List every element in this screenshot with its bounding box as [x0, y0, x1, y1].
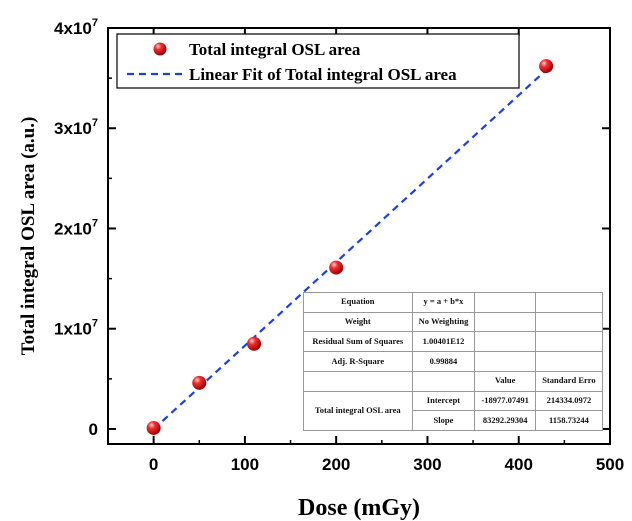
fit-results-table: Equation y = a + b*x Weight No Weighting…	[303, 292, 604, 432]
slope-err: 1158.73244	[534, 410, 604, 431]
legend-marker-scatter	[153, 42, 167, 56]
table-row: Slope 83292.29304 1158.73244	[304, 410, 604, 431]
rss-value: 1.00401E12	[411, 331, 476, 353]
empty-cell	[534, 351, 604, 372]
y-tick-label: 0	[89, 420, 98, 439]
empty-cell	[474, 331, 536, 353]
y-tick-label: 4x107	[54, 17, 98, 38]
intercept-value: -18977.07491	[474, 390, 536, 412]
slope-value: 83292.29304	[474, 410, 536, 431]
x-tick-label: 200	[322, 455, 350, 474]
data-point	[247, 336, 262, 351]
empty-cell	[534, 331, 604, 353]
slope-label: Slope	[411, 410, 476, 431]
x-tick-label: 0	[149, 455, 158, 474]
x-axis-title: Dose (mGy)	[298, 495, 420, 521]
y-tick-labels: 0 1x107 2x107 3x107 4x107	[54, 17, 98, 439]
weight-value: No Weighting	[411, 311, 476, 333]
table-row: Weight No Weighting	[303, 311, 604, 333]
x-tick-label: 100	[231, 455, 259, 474]
intercept-err: 214334.0972	[534, 390, 604, 412]
table-row: Equation y = a + b*x	[303, 292, 604, 313]
table-row: Residual Sum of Squares 1.00401E12	[303, 331, 604, 353]
empty-cell	[534, 311, 604, 333]
linear-fit-line	[152, 69, 547, 430]
stderr-header: Standard Erro	[534, 370, 604, 392]
empty-cell	[474, 311, 536, 333]
legend-label-fit: Linear Fit of Total integral OSL area	[189, 65, 457, 84]
empty-cell	[534, 292, 604, 313]
legend-label-scatter: Total integral OSL area	[189, 40, 361, 59]
legend: Total integral OSL area Linear Fit of To…	[116, 33, 520, 89]
equation-value: y = a + b*x	[411, 292, 476, 313]
table-row: Total integral OSL area Intercept -18977…	[303, 390, 604, 432]
table-row: Value Standard Erro	[303, 370, 604, 392]
intercept-label: Intercept	[411, 390, 476, 412]
y-tick-label: 3x107	[54, 117, 98, 138]
x-tick-label: 500	[596, 455, 624, 474]
data-point	[329, 260, 344, 275]
data-point	[539, 59, 554, 74]
x-tick-label: 300	[413, 455, 441, 474]
y-axis-title: Total integral OSL area (a.u.)	[18, 117, 39, 356]
legend-box	[116, 33, 520, 89]
y-tick-label: 2x107	[54, 217, 98, 238]
weight-label: Weight	[303, 311, 413, 333]
empty-cell	[303, 370, 413, 392]
table-row: Adj. R-Square 0.99884	[303, 351, 604, 372]
empty-cell	[411, 370, 476, 392]
y-tick-label: 1x107	[54, 318, 98, 339]
r2-label: Adj. R-Square	[303, 351, 413, 372]
plot-frame	[107, 27, 611, 445]
data-point	[146, 420, 161, 435]
axis-ticks	[108, 27, 611, 444]
data-point	[192, 375, 207, 390]
row-label: Total integral OSL area	[303, 390, 413, 432]
empty-cell	[474, 351, 536, 372]
data-points	[146, 59, 554, 435]
rss-label: Residual Sum of Squares	[303, 331, 413, 353]
equation-label: Equation	[303, 292, 413, 313]
x-tick-label: 400	[505, 455, 533, 474]
x-tick-labels: 0 100 200 300 400 500	[149, 455, 624, 474]
value-header: Value	[474, 370, 536, 392]
r2-value: 0.99884	[411, 351, 476, 372]
empty-cell	[474, 292, 536, 313]
